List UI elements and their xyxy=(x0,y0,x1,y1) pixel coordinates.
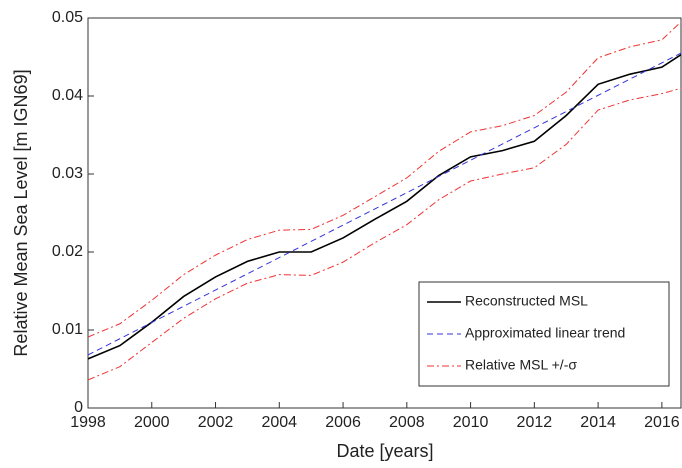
x-tick-label: 2014 xyxy=(580,414,616,431)
line-series xyxy=(87,53,682,360)
x-tick-label: 2008 xyxy=(389,414,425,431)
x-tick-label: 2000 xyxy=(134,414,170,431)
line-series xyxy=(87,21,682,338)
legend-label: Approximated linear trend xyxy=(465,325,625,341)
line-series xyxy=(87,52,682,356)
y-axis-label: Relative Mean Sea Level [m IGN69] xyxy=(11,69,31,356)
legend-label: Relative MSL +/-σ xyxy=(465,357,577,373)
y-tick-label: 0.02 xyxy=(52,243,83,260)
y-tick-label: 0.04 xyxy=(52,87,83,104)
y-tick-label: 0 xyxy=(74,399,83,416)
legend-label: Reconstructed MSL xyxy=(465,293,588,309)
y-tick-label: 0.05 xyxy=(52,9,83,26)
line-series xyxy=(87,87,682,381)
x-tick-label: 1998 xyxy=(70,414,106,431)
y-tick-label: 0.03 xyxy=(52,165,83,182)
x-tick-label: 2012 xyxy=(517,414,553,431)
x-tick-label: 2016 xyxy=(644,414,680,431)
y-tick-label: 0.01 xyxy=(52,321,83,338)
x-tick-label: 2002 xyxy=(198,414,234,431)
x-axis-label: Date [years] xyxy=(336,441,433,461)
plot-area xyxy=(87,17,682,409)
x-tick-label: 2006 xyxy=(325,414,361,431)
x-tick-label: 2004 xyxy=(261,414,297,431)
x-tick-label: 2010 xyxy=(453,414,489,431)
